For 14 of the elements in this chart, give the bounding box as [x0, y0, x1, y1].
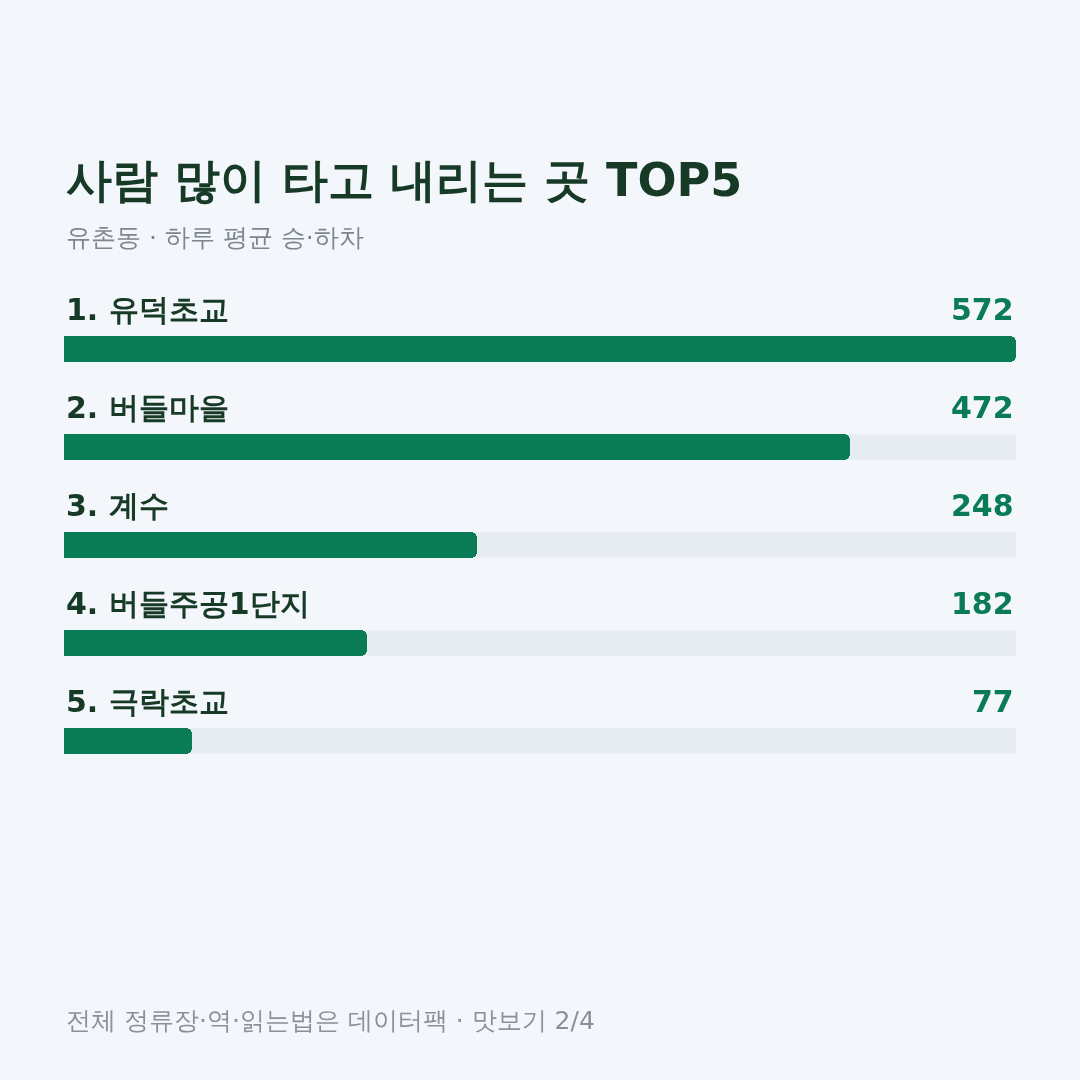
y-tick-label: 3. 계수 — [66, 488, 169, 523]
y-tick-label: 1. 유덕초교 — [66, 292, 229, 327]
y-tick-label: 2. 버들마을 — [66, 390, 229, 425]
data-label: 248 — [951, 488, 1014, 523]
chart-subtitle: 유촌동 · 하루 평균 승·하차 — [66, 223, 364, 252]
data-label: 472 — [951, 390, 1014, 425]
data-label: 182 — [951, 586, 1014, 621]
data-label: 572 — [951, 292, 1014, 327]
data-label: 77 — [972, 684, 1014, 719]
chart-title: 사람 많이 타고 내리는 곳 TOP5 — [66, 153, 743, 207]
y-tick-label: 5. 극락초교 — [66, 684, 229, 719]
text: 전체 정류장·역·읽는법은 데이터팩 · 맛보기 2/4 — [66, 1006, 595, 1035]
bar — [64, 728, 192, 754]
y-tick-label: 4. 버들주공1단지 — [66, 586, 310, 621]
